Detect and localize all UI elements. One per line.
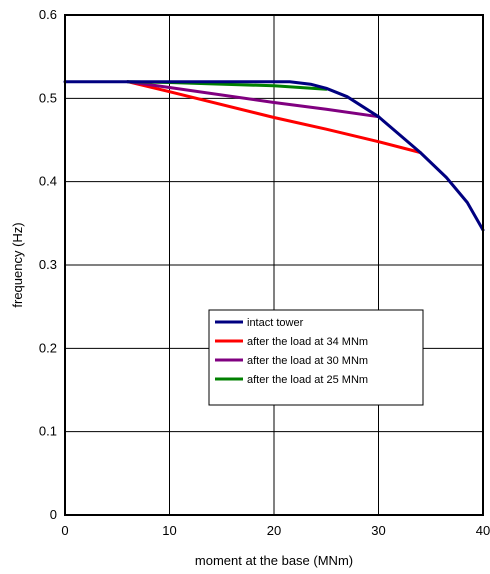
x-tick-label: 30 [371,523,385,538]
x-axis-title: moment at the base (MNm) [195,553,353,568]
plot-frame [64,14,484,516]
x-tick-label: 10 [162,523,176,538]
y-tick-label: 0.1 [39,424,57,439]
y-tick-label: 0.5 [39,90,57,105]
x-tick-label: 40 [476,523,490,538]
series-line-0 [63,80,485,232]
series-layer [63,80,485,232]
legend-box [208,309,424,406]
legend: intact tower after the load at 34 MNm afte… [208,309,424,406]
tick-labels: 0 10 20 30 40 0 0.1 0.2 0.3 0.4 0.5 0.6 [39,7,490,538]
legend-label: after the load at 34 MNm [247,336,368,348]
x-tick-label: 20 [267,523,281,538]
y-tick-label: 0.2 [39,340,57,355]
x-tick-label: 0 [61,523,68,538]
y-tick-label: 0.4 [39,174,57,189]
legend-label: intact tower [247,317,304,329]
y-tick-label: 0 [50,507,57,522]
legend-label: after the load at 30 MNm [247,355,368,367]
series-line-1 [126,80,422,154]
series-line-2 [126,80,380,119]
y-axis-title: frequency (Hz) [10,222,25,307]
legend-label: after the load at 25 MNm [247,374,368,386]
grid [65,15,483,515]
y-tick-label: 0.3 [39,257,57,272]
y-tick-label: 0.6 [39,7,57,22]
